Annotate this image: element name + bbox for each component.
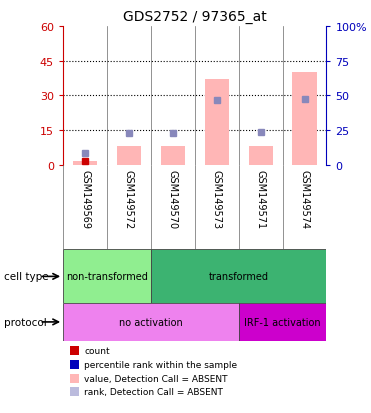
- Bar: [249, 147, 273, 165]
- Text: GSM149572: GSM149572: [124, 169, 134, 228]
- Text: value, Detection Call = ABSENT: value, Detection Call = ABSENT: [84, 374, 228, 383]
- Text: GSM149569: GSM149569: [80, 169, 90, 228]
- Text: GSM149574: GSM149574: [299, 169, 309, 228]
- Text: transformed: transformed: [209, 272, 269, 282]
- Bar: [63, 304, 239, 341]
- Text: GSM149571: GSM149571: [256, 169, 266, 228]
- Text: no activation: no activation: [119, 317, 183, 327]
- Bar: [239, 304, 326, 341]
- Bar: [161, 147, 185, 165]
- Text: protocol: protocol: [4, 317, 46, 327]
- Text: GSM149573: GSM149573: [212, 169, 222, 228]
- Bar: [117, 147, 141, 165]
- Bar: [70, 347, 79, 356]
- Text: IRF-1 activation: IRF-1 activation: [244, 317, 321, 327]
- Bar: [70, 360, 79, 369]
- Text: non-transformed: non-transformed: [66, 272, 148, 282]
- Text: GSM149570: GSM149570: [168, 169, 178, 228]
- Bar: [63, 250, 151, 304]
- Bar: [292, 73, 316, 165]
- Text: rank, Detection Call = ABSENT: rank, Detection Call = ABSENT: [84, 387, 223, 396]
- Text: count: count: [84, 347, 110, 356]
- Text: cell type: cell type: [4, 272, 48, 282]
- Bar: [73, 162, 97, 165]
- Bar: [70, 374, 79, 383]
- Bar: [70, 387, 79, 396]
- Title: GDS2752 / 97365_at: GDS2752 / 97365_at: [123, 10, 267, 24]
- Text: percentile rank within the sample: percentile rank within the sample: [84, 360, 237, 369]
- Bar: [205, 80, 229, 165]
- Bar: [151, 250, 326, 304]
